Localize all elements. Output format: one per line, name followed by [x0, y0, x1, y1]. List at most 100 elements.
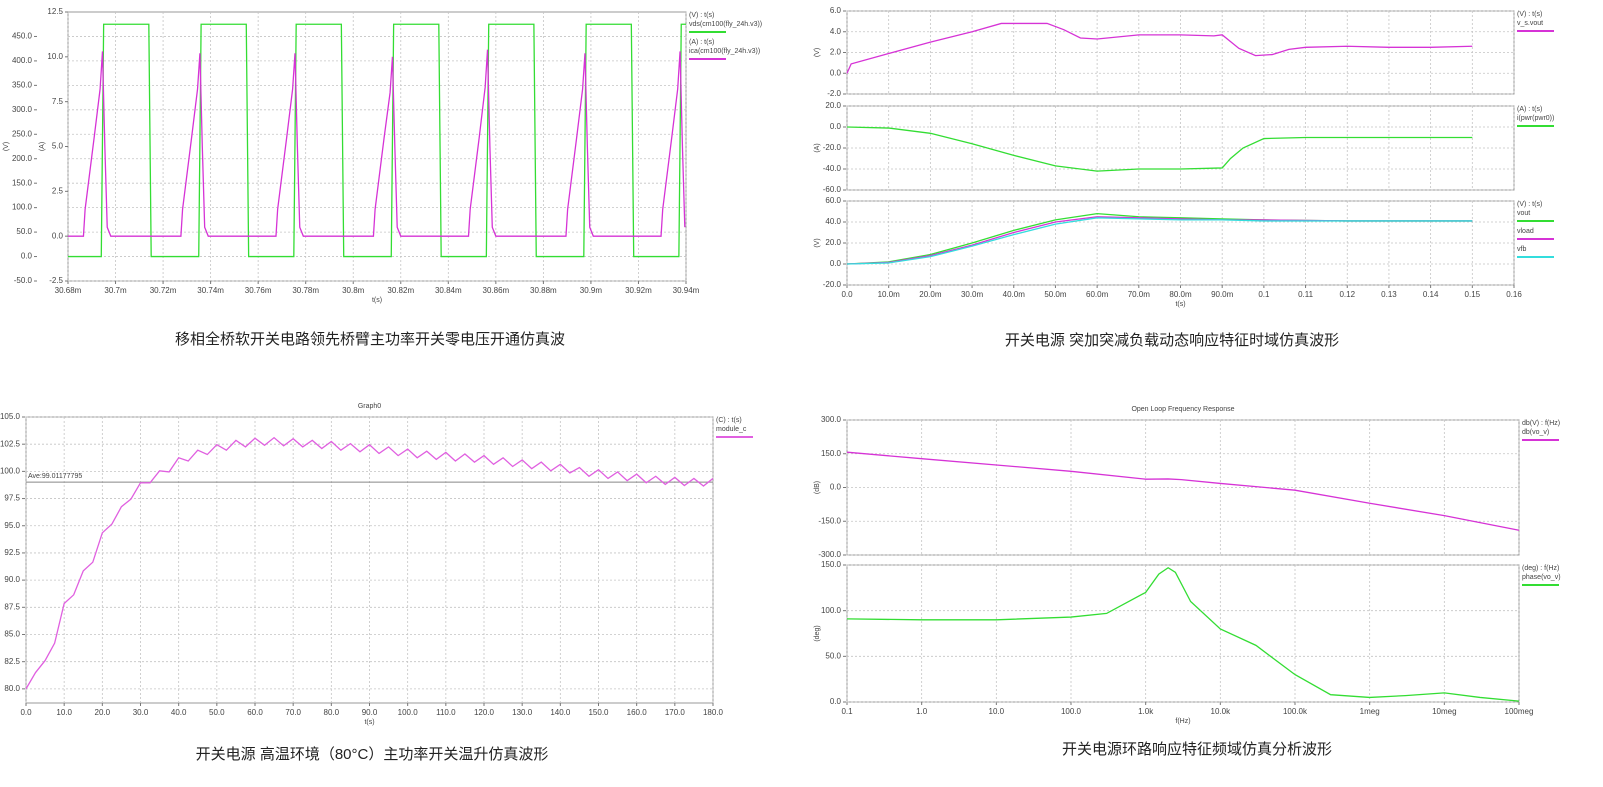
x-tick-label: 0.13: [1381, 290, 1397, 299]
series-line: [846, 566, 1520, 702]
x-tick-label: 20.0: [95, 708, 111, 717]
y-tick-label: 100.0: [12, 203, 33, 212]
legend-header: (deg) : f(Hz): [1522, 565, 1559, 572]
y-tick-label: 50.0: [825, 651, 841, 660]
y-tick-label: 300.0: [821, 415, 842, 424]
legend-label: vds(cm100(fly_24h.v3)): [689, 21, 762, 28]
y-tick-label: 0.0: [21, 252, 33, 261]
x-tick-label: 10meg: [1432, 707, 1456, 716]
x-tick-label: 100.0k: [1283, 707, 1308, 716]
y-tick-label: 350.0: [12, 80, 33, 89]
x-tick-label: 70.0m: [1128, 290, 1151, 299]
x-tick-label: 60.0: [247, 708, 263, 717]
x-tick-label: 0.1: [1258, 290, 1270, 299]
y-axis-label: (V): [814, 238, 821, 247]
x-tick-label: 30.0m: [961, 290, 984, 299]
x-tick-label: 50.0m: [1044, 290, 1067, 299]
x-tick-label: 70.0: [285, 708, 301, 717]
x-tick-label: 0.16: [1506, 290, 1522, 299]
x-tick-label: 0.0: [20, 708, 32, 717]
x-tick-label: 0.14: [1423, 290, 1439, 299]
x-tick-label: 30.84m: [435, 286, 462, 295]
x-tick-label: 20.0m: [919, 290, 942, 299]
x-tick-label: 10.0: [56, 708, 72, 717]
plot-frame: [67, 11, 687, 282]
x-axis-label: f(Hz): [1175, 718, 1190, 725]
x-tick-label: 180.0: [703, 708, 724, 717]
x-tick-label: 150.0: [588, 708, 609, 717]
y-tick-label: 82.5: [4, 657, 20, 666]
x-tick-label: 10.0m: [878, 290, 901, 299]
y-tick-label: 85.0: [4, 630, 20, 639]
series-line: [846, 216, 1473, 265]
x-tick-label: 30.94m: [673, 286, 700, 295]
caption: 移相全桥软开关电路领先桥臂主功率开关零电压开通仿真波: [175, 330, 565, 348]
y-tick-label: 95.0: [4, 521, 20, 530]
x-tick-label: 1.0: [916, 707, 928, 716]
x-tick-label: 30.68m: [55, 286, 82, 295]
x-tick-label: 100.0: [398, 708, 419, 717]
series-line: [68, 49, 686, 237]
x-tick-label: 30.78m: [292, 286, 319, 295]
x-tick-label: 1.0k: [1138, 707, 1154, 716]
y-tick-label: 92.5: [4, 548, 20, 557]
y2-tick-label: 5.0: [52, 142, 64, 151]
chart-title: Open Loop Frequency Response: [1131, 406, 1234, 413]
x-axis-label: t(s): [372, 297, 382, 304]
legend-label: ica(cm100(fly_24h.v3)): [689, 48, 760, 55]
y-tick-label: 400.0: [12, 56, 33, 65]
y-tick-label: -2.0: [827, 89, 841, 98]
y-axis-label: (deg): [814, 625, 821, 641]
y-tick-label: 150.0: [821, 560, 842, 569]
series-line: [68, 23, 686, 258]
legend-header: db(V) : f(Hz): [1522, 420, 1560, 427]
x-tick-label: 0.0: [841, 290, 853, 299]
chart-title: Graph0: [358, 403, 381, 410]
y-axis-label: (V): [3, 142, 10, 151]
legend-label: v_s.vout: [1517, 20, 1543, 27]
legend-label: vout: [1517, 210, 1530, 217]
x-tick-label: 0.15: [1465, 290, 1481, 299]
y-tick-label: 20.0: [825, 101, 841, 110]
y-tick-label: 0.0: [830, 68, 842, 77]
x-tick-label: 90.0m: [1211, 290, 1234, 299]
legend-label: i(pwr(pwr0)): [1517, 115, 1554, 122]
x-tick-label: 30.8m: [342, 286, 365, 295]
legend-label: phase(vo_v): [1522, 574, 1561, 581]
legend-header: (V) : t(s): [689, 12, 714, 19]
y-tick-label: 97.5: [4, 494, 20, 503]
y-tick-label: 0.0: [830, 259, 842, 268]
x-tick-label: 0.1: [841, 707, 853, 716]
y-tick-label: 100.0: [821, 606, 842, 615]
y-tick-label: -50.0: [14, 276, 33, 285]
y-tick-label: 60.0: [825, 196, 841, 205]
y2-tick-label: 10.0: [47, 52, 63, 61]
y2-tick-label: -2.5: [49, 276, 63, 285]
legend-label: db(vo_v): [1522, 429, 1549, 436]
legend-label: module_c: [716, 426, 747, 433]
x-axis-label: t(s): [1175, 301, 1185, 308]
y-tick-label: -60.0: [823, 185, 842, 194]
plot-frame: [25, 416, 714, 704]
y-tick-label: 87.5: [4, 602, 20, 611]
y2-tick-label: 12.5: [47, 7, 63, 16]
y-tick-label: 100.0: [0, 466, 21, 475]
y-tick-label: -20.0: [823, 143, 842, 152]
y-tick-label: 300.0: [12, 105, 33, 114]
x-tick-label: 1meg: [1360, 707, 1380, 716]
x-tick-label: 30.7m: [104, 286, 127, 295]
x-tick-label: 10.0k: [1211, 707, 1232, 716]
y-tick-label: 20.0: [825, 238, 841, 247]
caption: 开关电源环路响应特征频域仿真分析波形: [1062, 740, 1332, 758]
y-tick-label: 0.0: [830, 483, 842, 492]
x-tick-label: 40.0m: [1003, 290, 1026, 299]
y-tick-label: 0.0: [830, 697, 842, 706]
legend-header: (A) : t(s): [689, 39, 714, 46]
x-tick-label: 30.0: [133, 708, 149, 717]
x-tick-label: 30.9m: [580, 286, 603, 295]
y-axis-label: (A): [814, 143, 821, 152]
y-tick-label: 150.0: [821, 449, 842, 458]
y-axis-label: (V): [814, 48, 821, 57]
x-tick-label: 130.0: [512, 708, 533, 717]
